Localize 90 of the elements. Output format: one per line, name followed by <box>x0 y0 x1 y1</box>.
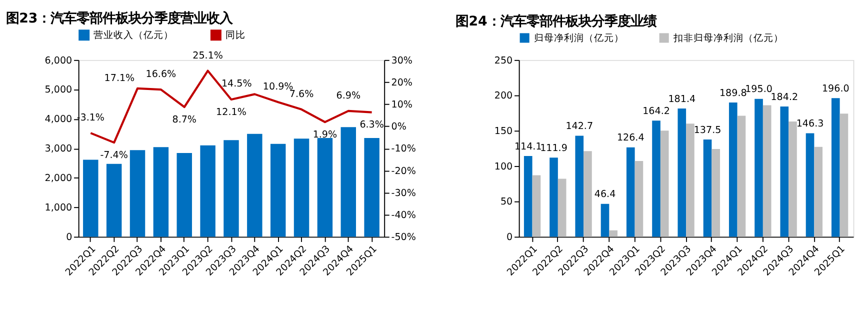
y-tick-label: 0 <box>506 232 513 244</box>
bar <box>609 230 618 237</box>
bar <box>831 98 840 237</box>
data-label: 137.5 <box>694 124 722 136</box>
y-tick-label: 50 <box>500 196 513 208</box>
data-label: 126.4 <box>616 132 644 144</box>
bar <box>762 105 772 237</box>
data-label: 6.3% <box>360 120 384 131</box>
bar <box>806 133 814 237</box>
data-label: 196.0 <box>822 83 850 94</box>
bar <box>626 147 635 237</box>
data-label: 184.2 <box>770 92 798 103</box>
bar <box>270 144 286 237</box>
bar <box>840 114 848 237</box>
data-label: 46.4 <box>594 189 616 200</box>
data-label: 12.1% <box>216 106 246 118</box>
bar <box>754 98 763 237</box>
bar <box>364 138 380 237</box>
bar <box>176 153 192 237</box>
bar <box>340 127 356 237</box>
data-label: 17.1% <box>104 72 135 84</box>
y2-tick-label: 20% <box>391 77 413 88</box>
data-label: 146.3 <box>796 118 824 130</box>
data-label: 16.6% <box>146 69 176 80</box>
data-label: 25.1% <box>192 50 223 62</box>
bar <box>780 106 789 237</box>
bar <box>584 151 592 237</box>
bar <box>788 121 797 237</box>
data-label: -7.4% <box>100 150 128 161</box>
y-tick-label: 1,000 <box>44 202 72 214</box>
bar <box>106 164 122 237</box>
data-label: 14.5% <box>221 78 252 90</box>
bar <box>200 145 216 237</box>
y2-tick-label: -30% <box>391 188 416 199</box>
bar <box>130 150 146 237</box>
bar <box>703 139 712 237</box>
y-tick-label: 150 <box>494 126 513 137</box>
bar <box>524 156 532 237</box>
bar <box>728 102 738 237</box>
y2-tick-label: -40% <box>391 210 416 221</box>
y-tick-label: 2,000 <box>44 173 72 184</box>
y-tick-label: 3,000 <box>44 144 72 155</box>
bar <box>652 120 660 237</box>
chart-title: 图24：汽车零部件板块分季度业绩 <box>456 14 656 30</box>
data-label: 8.7% <box>172 114 197 126</box>
data-label: 181.4 <box>668 94 696 105</box>
data-label: 6.9% <box>336 90 361 102</box>
bar <box>558 178 566 237</box>
bar <box>550 158 558 237</box>
y-tick-label: 6,000 <box>44 55 72 66</box>
bar <box>712 149 720 237</box>
bar <box>532 175 541 237</box>
bar <box>660 130 669 237</box>
bar <box>634 161 644 237</box>
y-tick-label: 0 <box>66 232 72 244</box>
chart-title: 图23：汽车零部件板块分季度营业收入 <box>6 10 234 27</box>
y2-tick-label: -50% <box>391 232 416 244</box>
data-label: 195.0 <box>745 84 772 96</box>
data-label: 7.6% <box>289 89 314 100</box>
y-tick-label: 200 <box>494 90 513 102</box>
bar <box>600 204 610 237</box>
y-tick-label: 100 <box>494 161 513 172</box>
data-label: 1.9% <box>312 129 338 140</box>
bar <box>686 124 694 237</box>
bar <box>224 140 239 237</box>
bar <box>737 116 746 237</box>
legend-label: 归母净利润（亿元） <box>534 32 624 44</box>
bar <box>678 108 686 237</box>
bar <box>153 147 169 237</box>
bar <box>317 138 333 237</box>
y-tick-label: 250 <box>494 55 513 66</box>
y2-tick-label: -10% <box>391 144 416 155</box>
y-tick-label: 4,000 <box>44 114 72 126</box>
bar <box>575 136 584 237</box>
data-label: 142.7 <box>566 121 594 132</box>
legend-label: 同比 <box>226 28 246 41</box>
bar <box>294 138 310 237</box>
y2-tick-label: -20% <box>391 166 416 177</box>
legend-label: 扣非归母净利润（亿元） <box>672 32 784 44</box>
bar <box>83 160 98 237</box>
bar <box>814 146 823 237</box>
y2-tick-label: 10% <box>391 99 413 110</box>
y2-tick-label: 30% <box>391 55 413 66</box>
legend-label: 营业收入（亿元） <box>94 28 174 41</box>
data-label: 111.9 <box>540 142 568 154</box>
data-label: 189.8 <box>719 88 747 99</box>
y-tick-label: 5,000 <box>44 84 72 96</box>
y2-tick-label: 0% <box>391 122 406 133</box>
data-label: 164.2 <box>642 106 670 117</box>
bar <box>247 134 262 237</box>
